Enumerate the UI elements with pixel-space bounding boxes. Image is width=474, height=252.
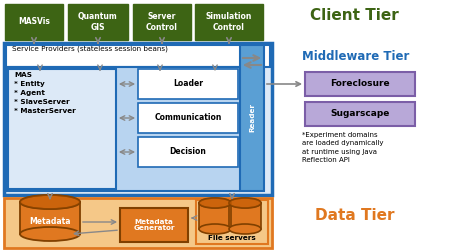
Text: Sugarscape: Sugarscape: [330, 110, 390, 118]
Text: Foreclosure: Foreclosure: [330, 79, 390, 88]
Bar: [195, 4, 263, 40]
Ellipse shape: [229, 224, 261, 234]
Ellipse shape: [229, 198, 261, 208]
Text: MASVis: MASVis: [18, 17, 50, 26]
Bar: [120, 208, 188, 242]
Text: Server
Control: Server Control: [146, 12, 178, 32]
Bar: [199, 203, 231, 229]
Bar: [305, 72, 415, 96]
Bar: [305, 102, 415, 126]
Text: Loader: Loader: [173, 79, 203, 88]
Ellipse shape: [20, 227, 80, 241]
Text: Quantum
GIS: Quantum GIS: [78, 12, 118, 32]
Bar: [138, 69, 238, 99]
Ellipse shape: [229, 198, 261, 208]
Ellipse shape: [199, 198, 231, 208]
Bar: [20, 202, 80, 234]
Text: Communication: Communication: [155, 113, 222, 122]
Bar: [6, 67, 258, 191]
Text: Metadata
Generator: Metadata Generator: [133, 218, 175, 232]
Text: Data Tier: Data Tier: [315, 208, 394, 223]
Text: Service Providers (stateless session beans): Service Providers (stateless session bea…: [12, 46, 168, 52]
Text: Simulation
Control: Simulation Control: [206, 12, 252, 32]
Bar: [138, 137, 238, 167]
Ellipse shape: [20, 195, 80, 209]
Bar: [68, 4, 128, 40]
Bar: [229, 203, 261, 229]
Bar: [8, 69, 116, 189]
Text: Metadata: Metadata: [29, 216, 71, 226]
Bar: [5, 4, 63, 40]
Bar: [6, 45, 270, 67]
Text: Reader: Reader: [249, 104, 255, 133]
Bar: [4, 43, 272, 195]
Text: Decision: Decision: [170, 147, 207, 156]
Ellipse shape: [199, 198, 231, 208]
Bar: [196, 200, 268, 244]
Text: Client Tier: Client Tier: [310, 8, 399, 23]
Bar: [133, 4, 191, 40]
Text: *Experiment domains
are loaded dynamically
at runtime using Java
Reflection API: *Experiment domains are loaded dynamical…: [302, 132, 383, 164]
Text: Middleware Tier: Middleware Tier: [302, 50, 410, 63]
Text: MAS
* Entity
* Agent
* SlaveServer
* MasterServer: MAS * Entity * Agent * SlaveServer * Mas…: [14, 72, 76, 114]
Text: File servers: File servers: [208, 235, 256, 241]
Bar: [240, 45, 264, 191]
Ellipse shape: [20, 195, 80, 209]
Bar: [4, 198, 272, 248]
Bar: [138, 103, 238, 133]
Ellipse shape: [199, 224, 231, 234]
